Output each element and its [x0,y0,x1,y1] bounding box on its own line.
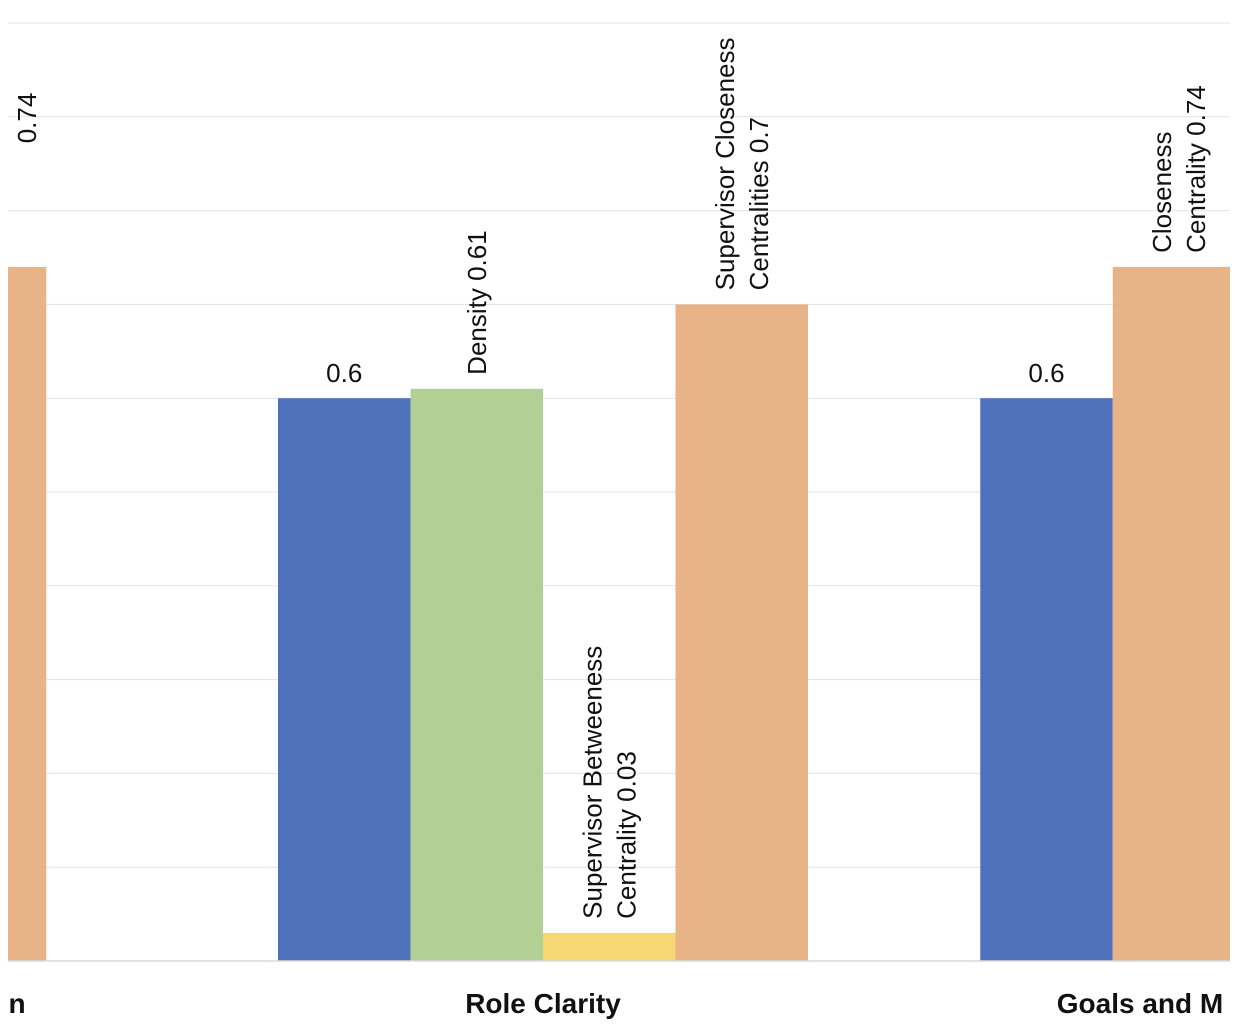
category-labels: n Role Clarity Goals and M [8,988,1223,1019]
category-label: n [8,988,25,1019]
data-label: Closeness Centrality 0.74 [1147,85,1211,253]
data-label: 0.74 [12,93,42,144]
bar [410,388,543,961]
data-label: Supervisor Closeness Centralities 0.7 [710,38,774,291]
gridlines [8,22,1230,868]
data-labels: 0.74 0.6 Density 0.61 Supervisor Betweeness… [12,38,1211,919]
bar [278,398,411,961]
data-label: 0.6 [326,358,362,388]
bar [1112,266,1230,961]
category-label: Goals and M [1057,988,1223,1019]
data-label: Density 0.61 [462,230,492,375]
bar [8,266,47,961]
data-label: Supervisor Betweeness Centrality 0.03 [577,646,641,919]
bar [543,932,676,961]
bars [8,266,1230,961]
category-label: Role Clarity [465,988,621,1019]
data-label: 0.6 [1028,358,1064,388]
bar [980,398,1113,961]
bar [675,304,808,961]
